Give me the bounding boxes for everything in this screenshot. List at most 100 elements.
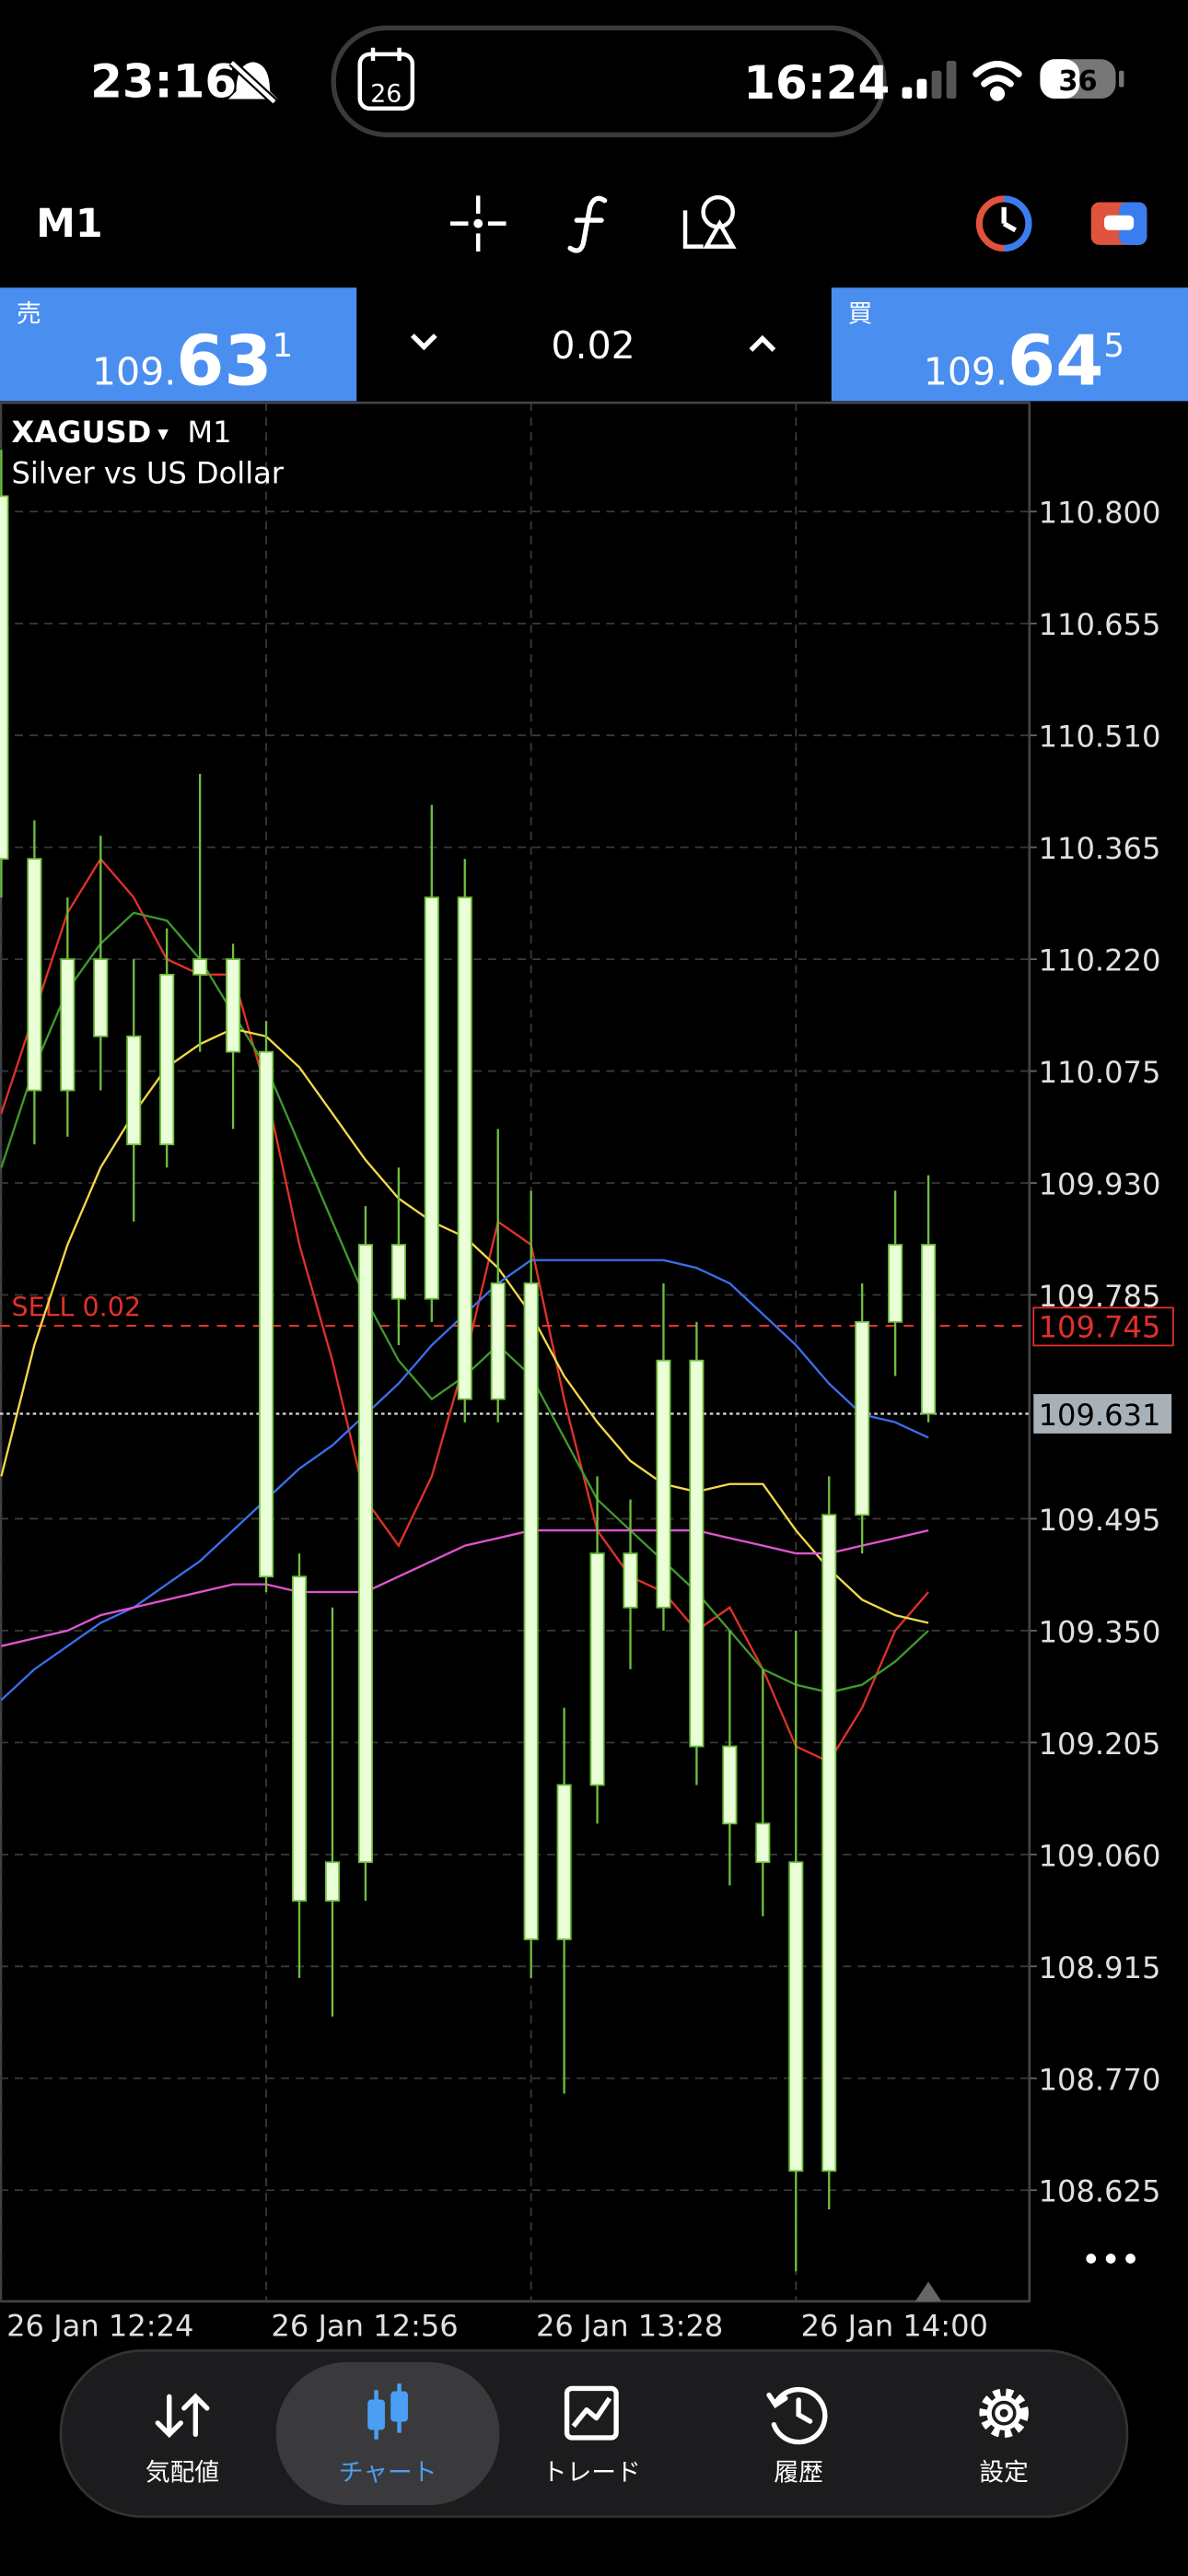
battery-level: 36	[1058, 65, 1097, 98]
indicator-button[interactable]	[567, 195, 608, 253]
buy-price: 109.645	[924, 321, 1124, 402]
volume-down[interactable]	[410, 334, 437, 351]
candle-body	[424, 896, 439, 1300]
one-click-button[interactable]	[975, 195, 1032, 252]
y-tick-label: 109.930	[1039, 1167, 1161, 1202]
calendar-icon	[357, 47, 415, 111]
candle-body	[0, 495, 9, 861]
quotes-icon	[155, 2393, 210, 2439]
calendar-day: 26	[370, 80, 402, 109]
objects-button[interactable]	[682, 194, 737, 249]
buy-price-sup: 5	[1103, 327, 1124, 365]
y-tick-label: 108.915	[1039, 1950, 1161, 1985]
candle-body	[689, 1359, 705, 1748]
candle-body	[93, 958, 109, 1037]
y-tick-label: 109.060	[1039, 1838, 1161, 1873]
y-tick-label: 109.205	[1039, 1727, 1161, 1762]
candle-body	[523, 1282, 539, 1940]
candle-body	[788, 1861, 804, 2172]
order-price-box	[1032, 1306, 1174, 1347]
volume[interactable]: 0.02	[551, 323, 635, 368]
candle-body	[855, 1320, 870, 1516]
y-tick-label: 108.770	[1039, 2062, 1161, 2097]
candle-body	[888, 1244, 903, 1323]
island-time: 16:24	[743, 56, 890, 110]
x-tick-label: 26 Jan 12:56	[271, 2308, 458, 2343]
candle-body	[821, 1514, 837, 2172]
plot-frame	[0, 401, 1031, 2303]
trade-button[interactable]	[1090, 202, 1147, 245]
bid-price: 109.631	[1039, 1398, 1161, 1433]
y-tick-label: 110.800	[1039, 496, 1161, 531]
dynamic-island	[331, 25, 887, 137]
volume-up[interactable]	[749, 334, 776, 352]
order-line-text: SELL 0.02	[11, 1292, 141, 1322]
candle-body	[291, 1575, 308, 1902]
buy-price-main: 64	[1007, 321, 1103, 402]
y-tick-label: 110.365	[1039, 831, 1161, 866]
battery-icon	[1040, 59, 1124, 100]
candle-body	[921, 1244, 937, 1415]
clock: 23:16	[90, 54, 237, 108]
silent-icon	[227, 59, 278, 105]
order-price: 109.745	[1039, 1310, 1161, 1345]
nav-labels: 気配値 チャート トレード 履歴 設定	[146, 2458, 1029, 2487]
candle-body	[126, 1035, 142, 1146]
chart-timeframe: M1	[187, 415, 231, 450]
sell-price: 109.631	[92, 321, 293, 402]
candle-body	[457, 896, 472, 1400]
buy-button[interactable]	[831, 287, 1188, 402]
more-button[interactable]	[1086, 2254, 1136, 2264]
y-tick-label: 110.220	[1039, 943, 1161, 978]
nav-item[interactable]: 設定	[979, 2458, 1029, 2487]
y-tick-label: 109.495	[1039, 1503, 1161, 1538]
wifi-icon	[973, 61, 1022, 101]
candle-body	[755, 1822, 771, 1864]
history-icon	[766, 2386, 828, 2445]
y-tick-label: 110.655	[1039, 607, 1161, 642]
sell-price-big: 109.	[92, 350, 176, 394]
y-tick-label: 110.510	[1039, 720, 1161, 755]
chart-shift-marker	[914, 2281, 942, 2301]
nav-selected	[275, 2361, 500, 2506]
nav-item[interactable]: チャート	[339, 2458, 437, 2487]
nav-item[interactable]: 気配値	[146, 2458, 219, 2487]
buy-price-big: 109.	[924, 350, 1007, 394]
chart: 110.800 110.655 110.510 110.365 110.220 110.0…	[0, 403, 1174, 2343]
sell-button[interactable]	[0, 287, 357, 402]
chart-icon	[367, 2383, 408, 2440]
candle-body	[60, 958, 76, 1092]
candle-body	[192, 958, 208, 976]
x-tick-label: 26 Jan 12:24	[6, 2308, 193, 2343]
y-tick-label: 110.075	[1039, 1055, 1161, 1090]
candle-body	[390, 1244, 406, 1300]
signal-icon	[902, 61, 957, 100]
candle-body	[357, 1244, 373, 1864]
candle-body	[27, 858, 42, 1092]
nav-item[interactable]: 履歴	[774, 2458, 823, 2487]
candle-body	[324, 1861, 340, 1902]
trade-icon	[564, 2385, 619, 2441]
candle-body	[490, 1282, 506, 1400]
symbol-arrow[interactable]: ▾	[157, 421, 169, 446]
y-tick-label: 109.350	[1039, 1614, 1161, 1649]
candle-body	[226, 958, 241, 1053]
buy-label: 買	[848, 300, 873, 329]
sell-price-sup: 1	[273, 327, 294, 365]
sell-price-main: 63	[176, 321, 272, 402]
x-tick-label: 26 Jan 14:00	[801, 2308, 988, 2343]
candle-body	[589, 1552, 605, 1786]
candle-body	[259, 1050, 274, 1578]
candle-body	[556, 1784, 572, 1940]
nav-item[interactable]: トレード	[542, 2458, 641, 2487]
crosshair-button[interactable]	[449, 195, 507, 252]
candle-body	[623, 1552, 638, 1609]
bid-price-box	[1033, 1394, 1172, 1434]
candle-body	[656, 1359, 671, 1609]
candle-body	[722, 1745, 738, 1825]
timeframe-button[interactable]: M1	[36, 201, 102, 247]
symbol: XAGUSD	[11, 415, 151, 450]
y-tick-label: 108.625	[1039, 2174, 1161, 2209]
